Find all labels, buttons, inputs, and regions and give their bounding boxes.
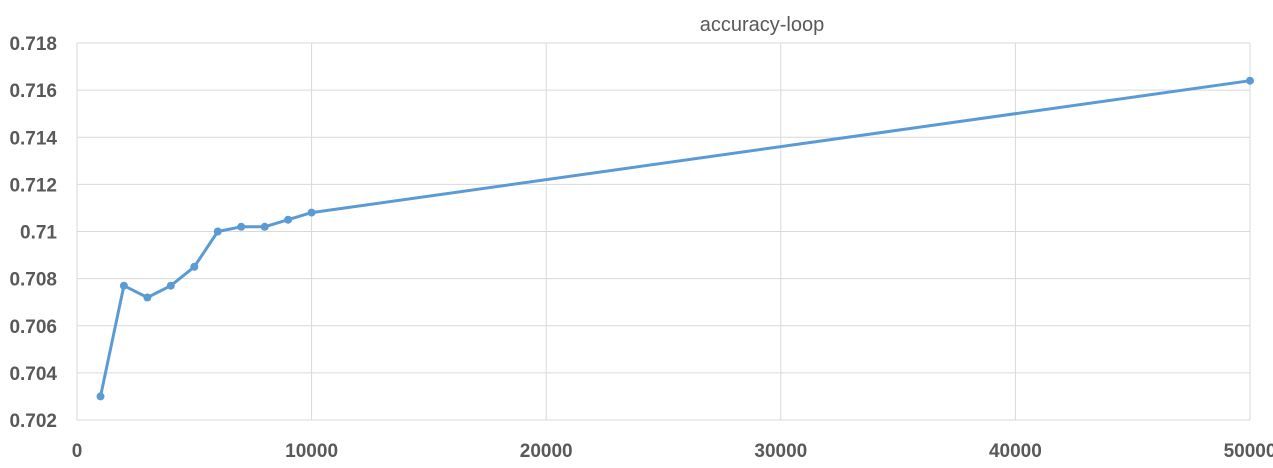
data-point [1246,76,1254,85]
x-tick-label: 50000 [1224,441,1273,462]
data-point [260,222,269,231]
data-point [190,262,199,271]
data-point [213,227,222,236]
x-tick-label: 30000 [754,441,807,462]
data-point [166,281,175,290]
y-tick-label: 0.714 [9,128,57,149]
series-layer [96,76,1254,401]
y-tick-label: 0.704 [9,364,57,385]
x-tick-label: 20000 [520,441,573,462]
y-tick-label: 0.718 [9,34,57,55]
y-tick-label: 0.708 [9,270,57,291]
data-point [119,281,128,290]
data-point [284,215,293,224]
axis-tick-labels: 0.702 0.704 0.706 0.708 0.71 0.712 0.714 0.716 0… [9,34,1273,462]
data-point [237,222,246,231]
data-point [307,208,316,217]
data-point [143,293,152,302]
gridlines [76,42,1251,421]
y-tick-label: 0.712 [9,175,57,196]
data-point [96,392,105,401]
y-tick-label: 0.702 [9,411,57,432]
x-tick-label: 40000 [989,441,1042,462]
chart-title: accuracy-loop [700,14,825,36]
y-tick-label: 0.716 [9,81,57,102]
x-tick-label: 10000 [285,441,338,462]
y-tick-label: 0.706 [9,317,57,338]
y-tick-label: 0.71 [20,223,57,244]
series-line [99,79,1252,398]
x-tick-label: 0 [72,441,83,462]
